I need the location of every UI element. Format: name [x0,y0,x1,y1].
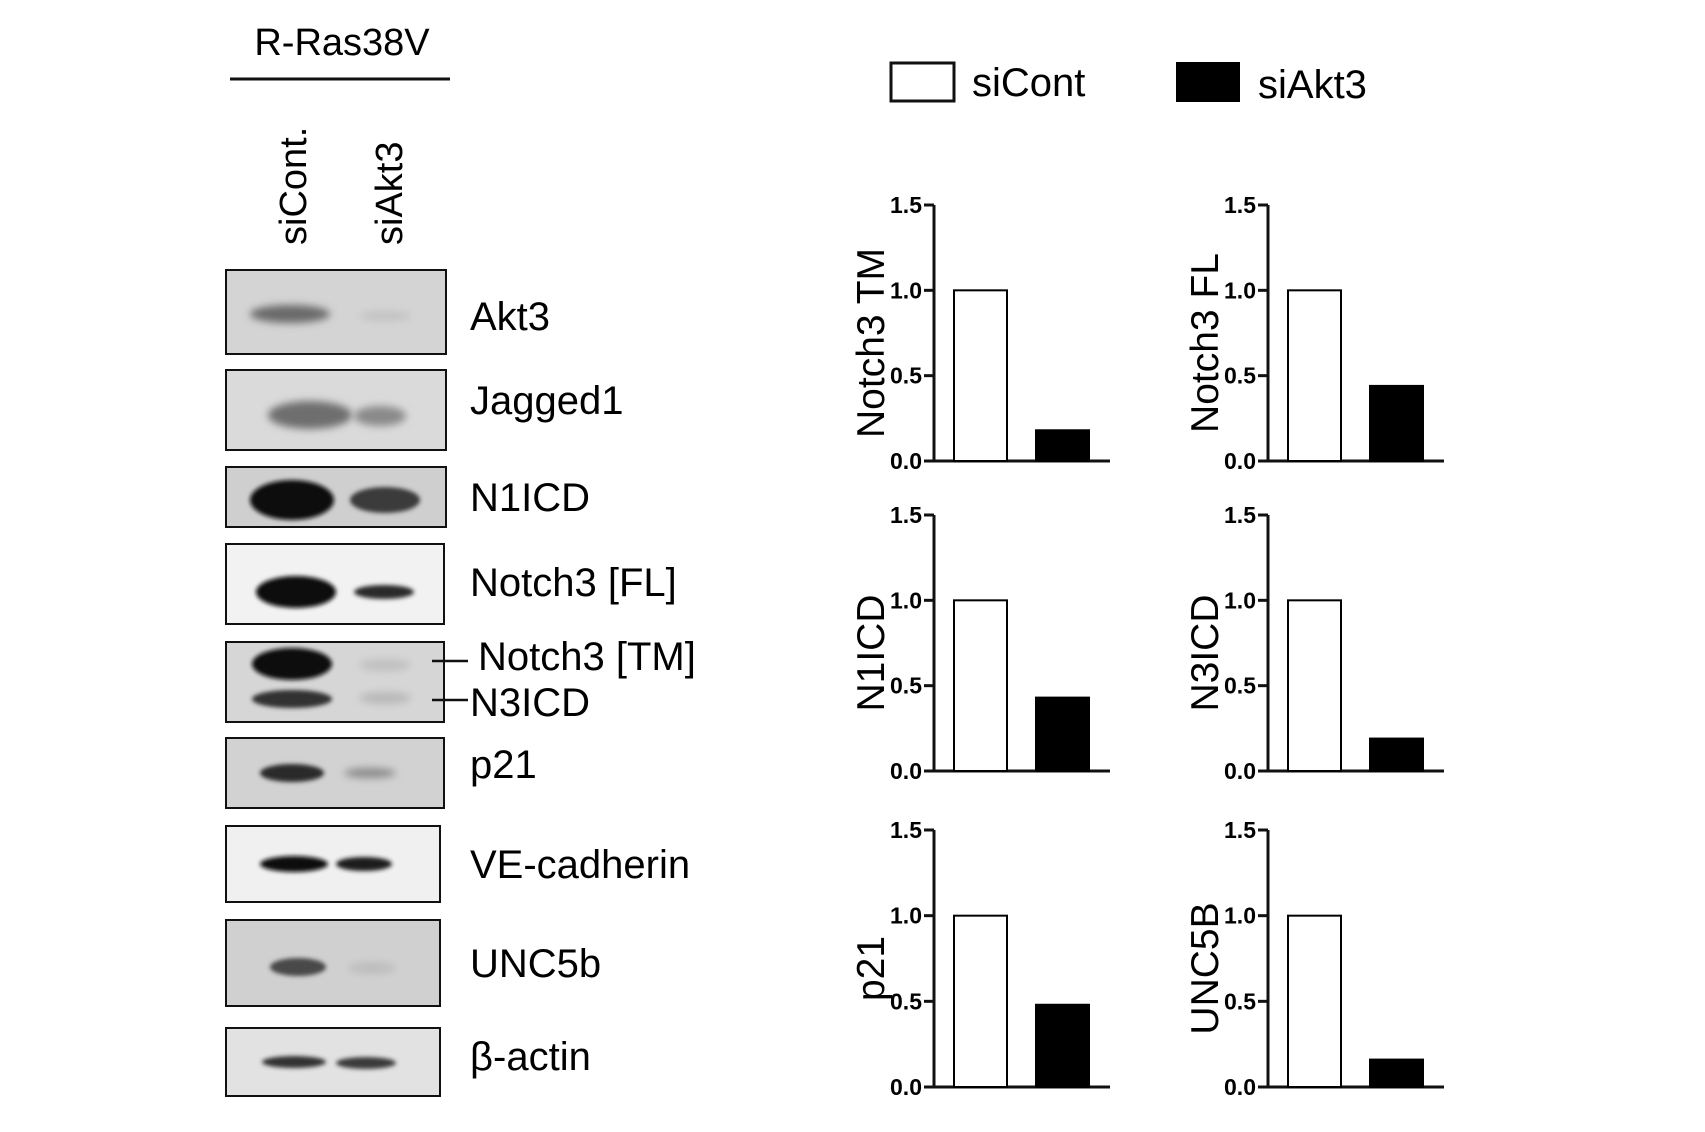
y-tick-label: 1.5 [890,817,922,843]
y-tick-label: 0.0 [890,758,922,784]
y-tick-label: 0.0 [890,1074,922,1100]
y-tick-label: 0.5 [1224,988,1256,1014]
blot-strip-beta-actin [225,1027,441,1097]
y-tick-label: 1.5 [890,192,922,218]
y-axis-title: UNC5B [1184,902,1227,1034]
bar-siakt3 [1035,696,1090,773]
blot-strip-p21 [225,737,445,809]
lane-label-siakt3: siAkt3 [369,142,411,245]
y-tick-label: 1.0 [1224,587,1256,613]
y-tick-label: 1.0 [1224,903,1256,929]
bar-sicont [953,289,1008,463]
bar-charts: 0.0 0.5 1.0 1.5 Notch3 TM 0.0 0.5 1.0 1.5 Notch3 … [850,192,1444,1100]
y-axis-title: p21 [850,936,893,1001]
y-tick-label: 1.5 [1224,817,1256,843]
lane-label-sicont: siCont. [273,127,315,245]
legend-label-siakt3: siAkt3 [1258,63,1367,107]
bar-siakt3 [1369,737,1424,772]
y-tick-label: 1.0 [890,903,922,929]
blot-strip-jagged1 [225,369,447,451]
y-tick-label: 0.5 [890,988,922,1014]
legend-label-sicont: siCont [972,61,1085,105]
y-tick-label: 1.5 [1224,192,1256,218]
bar-siakt3 [1369,1058,1424,1089]
blot-strip-akt3 [225,269,447,355]
bar-siakt3 [1369,384,1424,463]
band-label-notch3-fl: Notch3 [FL] [470,561,677,605]
band-label-n3icd: N3ICD [470,681,590,725]
y-tick-label: 0.5 [1224,363,1256,389]
bar-sicont [1287,599,1342,772]
y-tick-label: 1.5 [890,502,922,528]
blot-strip-notch3-tm [225,641,445,723]
y-tick-label: 1.5 [1224,502,1256,528]
band-label-jagged1: Jagged1 [470,379,623,423]
bar-chart-n3icd: 0.0 0.5 1.0 1.5 N3ICD [1184,502,1444,784]
bar-sicont [1287,914,1342,1089]
band-label-akt3: Akt3 [470,295,550,339]
y-axis-title: Notch3 TM [850,248,893,438]
bar-chart-p21: 0.0 0.5 1.0 1.5 p21 [850,817,1110,1100]
legend-swatch-siakt3 [1176,62,1240,102]
y-axis-title: N3ICD [1184,594,1227,711]
y-tick-label: 0.0 [1224,1074,1256,1100]
band-label-beta-actin: β-actin [470,1035,591,1079]
legend-swatch-sicont [889,61,956,103]
bar-chart-notch3-fl: 0.0 0.5 1.0 1.5 Notch3 FL [1184,192,1444,474]
y-tick-label: 0.5 [890,673,922,699]
y-axis-title: Notch3 FL [1184,253,1227,433]
bar-siakt3 [1035,1003,1090,1089]
band-label-n1icd: N1ICD [470,476,590,520]
blot-strip-ve-cadherin [225,825,441,903]
bar-chart-unc5b: 0.0 0.5 1.0 1.5 UNC5B [1184,817,1444,1100]
band-label-unc5b: UNC5b [470,942,601,986]
bar-sicont [1287,289,1342,463]
y-tick-label: 0.0 [890,448,922,474]
y-tick-label: 1.0 [890,587,922,613]
bar-siakt3 [1035,429,1090,462]
blot-strip-notch3-fl [225,543,445,625]
band-label-ve-cadherin: VE-cadherin [470,843,690,887]
band-label-p21: p21 [470,743,537,787]
bar-chart-n1icd: 0.0 0.5 1.0 1.5 N1ICD [850,502,1110,784]
legend: siCont siAkt3 [889,61,1367,107]
y-tick-label: 0.0 [1224,758,1256,784]
band-label-notch3-tm: Notch3 [TM] [478,635,696,679]
bar-chart-notch3-tm: 0.0 0.5 1.0 1.5 Notch3 TM [850,192,1110,474]
y-tick-label: 1.0 [890,277,922,303]
y-tick-label: 0.0 [1224,448,1256,474]
blot-header: R-Ras38V [254,22,430,64]
western-blot-panel: R-Ras38V siCont. siAkt3 Akt3 Jagged1 N1I… [225,22,696,1097]
bar-sicont [953,914,1008,1089]
blot-strip-n1icd [225,466,447,528]
blot-strip-unc5b [225,919,441,1007]
y-tick-label: 1.0 [1224,277,1256,303]
y-axis-title: N1ICD [850,594,893,711]
y-tick-label: 0.5 [1224,673,1256,699]
bar-sicont [953,599,1008,772]
y-tick-label: 0.5 [890,363,922,389]
